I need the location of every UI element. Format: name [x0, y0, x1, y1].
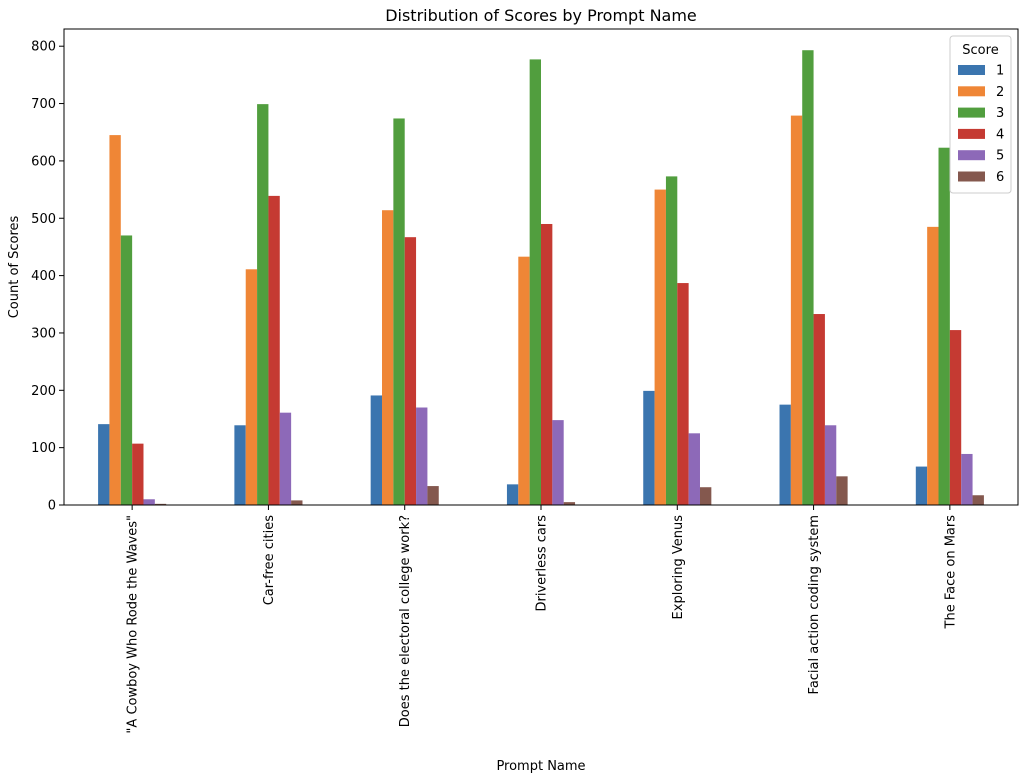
y-tick-label: 300: [31, 326, 56, 341]
plot-area: 0 100 200 300 400 500 600 700 800 "A Cowboy Who R…: [31, 28, 1019, 734]
legend: Score 1 2 3 4 5 6: [949, 35, 1012, 194]
x-tick-label: Does the electoral college work?: [398, 515, 413, 727]
bar-score-6: [836, 476, 848, 505]
bar-score-1: [98, 424, 110, 505]
x-axis-label: Prompt Name: [496, 759, 585, 774]
legend-label-1: 1: [996, 64, 1004, 79]
bar-score-4: [949, 330, 962, 505]
bar-score-6: [154, 503, 167, 505]
y-axis-label: Count of Scores: [7, 215, 22, 318]
bar-score-3: [257, 104, 269, 505]
bar-score-1: [643, 390, 655, 505]
bar-score-2: [382, 210, 394, 505]
bar-score-3: [529, 59, 541, 506]
bar-score-2: [518, 256, 530, 505]
bar-score-6: [972, 495, 984, 505]
bar-score-6: [563, 502, 576, 505]
legend-label-5: 5: [996, 149, 1004, 164]
bar-score-6: [427, 486, 439, 505]
bar-score-5: [824, 425, 837, 505]
bar-score-5: [688, 433, 700, 505]
bar-score-2: [109, 135, 121, 505]
bar-score-5: [552, 420, 564, 505]
x-tick-label: Car-free cities: [262, 515, 277, 605]
legend-swatch-6: [958, 171, 985, 182]
x-tick-label: Facial action coding system: [807, 515, 822, 694]
bar-score-5: [143, 499, 155, 505]
legend-title: Score: [962, 43, 998, 58]
bar-score-1: [370, 395, 383, 505]
y-tick-label: 200: [31, 384, 56, 399]
legend-swatch-4: [958, 128, 985, 139]
bar-score-4: [268, 195, 280, 505]
bar-score-1: [234, 425, 246, 505]
x-tick-label: Driverless cars: [535, 515, 550, 612]
legend-swatch-1: [958, 65, 985, 75]
bar-score-4: [404, 237, 417, 505]
bar-score-2: [245, 269, 258, 505]
y-tick-label: 600: [31, 154, 56, 169]
legend-swatch-3: [958, 107, 985, 118]
bar-score-3: [665, 176, 678, 505]
legend-swatch-2: [958, 86, 985, 97]
bar-score-4: [813, 314, 825, 505]
bar-score-1: [506, 484, 519, 505]
bar-score-3: [938, 147, 950, 505]
bar-score-1: [779, 404, 791, 505]
bar-score-4: [132, 443, 144, 505]
x-tick-label: "A Cowboy Who Rode the Waves": [126, 515, 141, 734]
y-tick-label: 800: [31, 40, 56, 55]
bar-score-3: [802, 50, 814, 505]
legend-label-4: 4: [996, 127, 1004, 142]
bar-score-3: [120, 235, 133, 505]
bar-score-5: [416, 407, 428, 505]
legend-label-3: 3: [996, 106, 1004, 121]
chart-title: Distribution of Scores by Prompt Name: [385, 6, 697, 25]
bar-score-6: [291, 500, 303, 505]
bar-score-5: [279, 412, 292, 505]
bar-score-1: [915, 466, 928, 505]
bar-score-2: [790, 115, 803, 505]
y-tick-label: 500: [31, 212, 56, 227]
legend-swatch-5: [958, 150, 985, 161]
bar-score-4: [677, 283, 689, 505]
bar-score-2: [654, 189, 666, 505]
legend-label-6: 6: [996, 170, 1004, 185]
bar-score-4: [541, 223, 553, 506]
bar-score-6: [699, 487, 712, 505]
y-tick-label: 700: [31, 97, 56, 112]
legend-label-2: 2: [996, 85, 1004, 100]
axes-frame: [63, 28, 1019, 506]
x-tick-label: The Face on Mars: [943, 515, 958, 630]
bar-score-5: [961, 453, 973, 505]
y-tick-label: 100: [31, 441, 56, 456]
y-tick-label: 400: [31, 269, 56, 284]
x-tick-label: Exploring Venus: [671, 515, 686, 620]
bar-score-3: [393, 118, 405, 505]
bar-score-2: [927, 226, 939, 506]
y-tick-label: 0: [48, 499, 56, 514]
